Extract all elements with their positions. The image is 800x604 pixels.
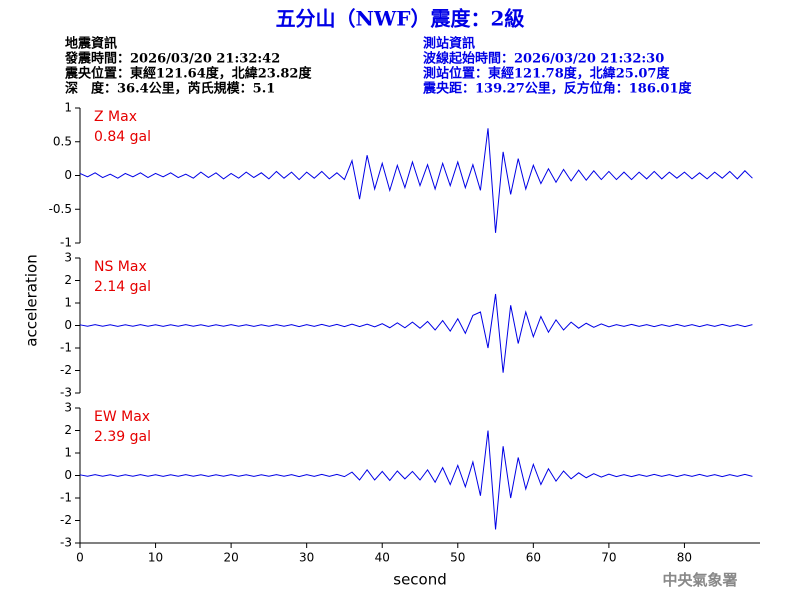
y-tick-label: 1	[64, 446, 72, 460]
quake-info: 震央位置：東經121.64度，北緯23.82度	[64, 66, 312, 82]
waveform	[79, 128, 753, 233]
footer: 中央氣象署	[662, 571, 737, 589]
y-axis-label: acceleration	[23, 254, 41, 346]
station-info: 波線起始時間：2026/03/20 21:32:30	[423, 51, 664, 67]
y-tick-label: -1	[60, 236, 72, 250]
x-tick-label: 20	[223, 551, 238, 565]
quake-info: 地震資訊	[65, 36, 117, 52]
y-tick-label: 2	[64, 423, 72, 437]
annotation: 2.39 gal	[94, 429, 151, 445]
x-tick-label: 40	[375, 551, 390, 565]
x-tick-label: 70	[601, 551, 616, 565]
x-tick-label: 50	[450, 551, 465, 565]
annotation: EW Max	[94, 409, 150, 425]
y-tick-label: 0	[64, 168, 72, 182]
x-tick-label: 30	[299, 551, 314, 565]
y-tick-label: -1	[60, 341, 72, 355]
annotation: 2.14 gal	[94, 279, 151, 295]
title: 五分山（NWF）震度：2級	[276, 7, 525, 31]
y-tick-label: 0.5	[53, 134, 72, 148]
annotation: Z Max	[94, 109, 137, 125]
quake-info: 深 度：36.4公里，芮氏規模：5.1	[65, 81, 275, 97]
y-tick-label: 1	[64, 296, 72, 310]
station-info: 震央距：139.27公里，反方位角：186.01度	[422, 81, 693, 97]
y-tick-label: 3	[64, 251, 72, 265]
y-tick-label: -2	[60, 363, 72, 377]
x-tick-label: 10	[148, 551, 163, 565]
waveform	[79, 293, 753, 373]
station-info: 測站資訊	[423, 36, 475, 52]
annotation: 0.84 gal	[94, 129, 151, 145]
station-info: 測站位置：東經121.78度，北緯25.07度	[423, 66, 670, 82]
y-tick-label: -0.5	[49, 202, 72, 216]
quake-info: 發震時間：2026/03/20 21:32:42	[64, 51, 280, 67]
y-tick-label: 0	[64, 468, 72, 482]
annotation: NS Max	[94, 259, 147, 275]
y-tick-label: -3	[60, 536, 72, 550]
x-tick-label: 80	[677, 551, 692, 565]
y-tick-label: -1	[60, 491, 72, 505]
y-tick-label: -2	[60, 513, 72, 527]
waveform	[79, 430, 753, 530]
y-tick-label: 3	[64, 401, 72, 415]
x-axis-label: second	[393, 571, 447, 589]
y-tick-label: 2	[64, 273, 72, 287]
y-tick-label: -3	[60, 386, 72, 400]
y-tick-label: 0	[64, 318, 72, 332]
x-tick-label: 60	[526, 551, 541, 565]
x-tick-label: 0	[76, 551, 84, 565]
y-tick-label: 1	[64, 101, 72, 115]
